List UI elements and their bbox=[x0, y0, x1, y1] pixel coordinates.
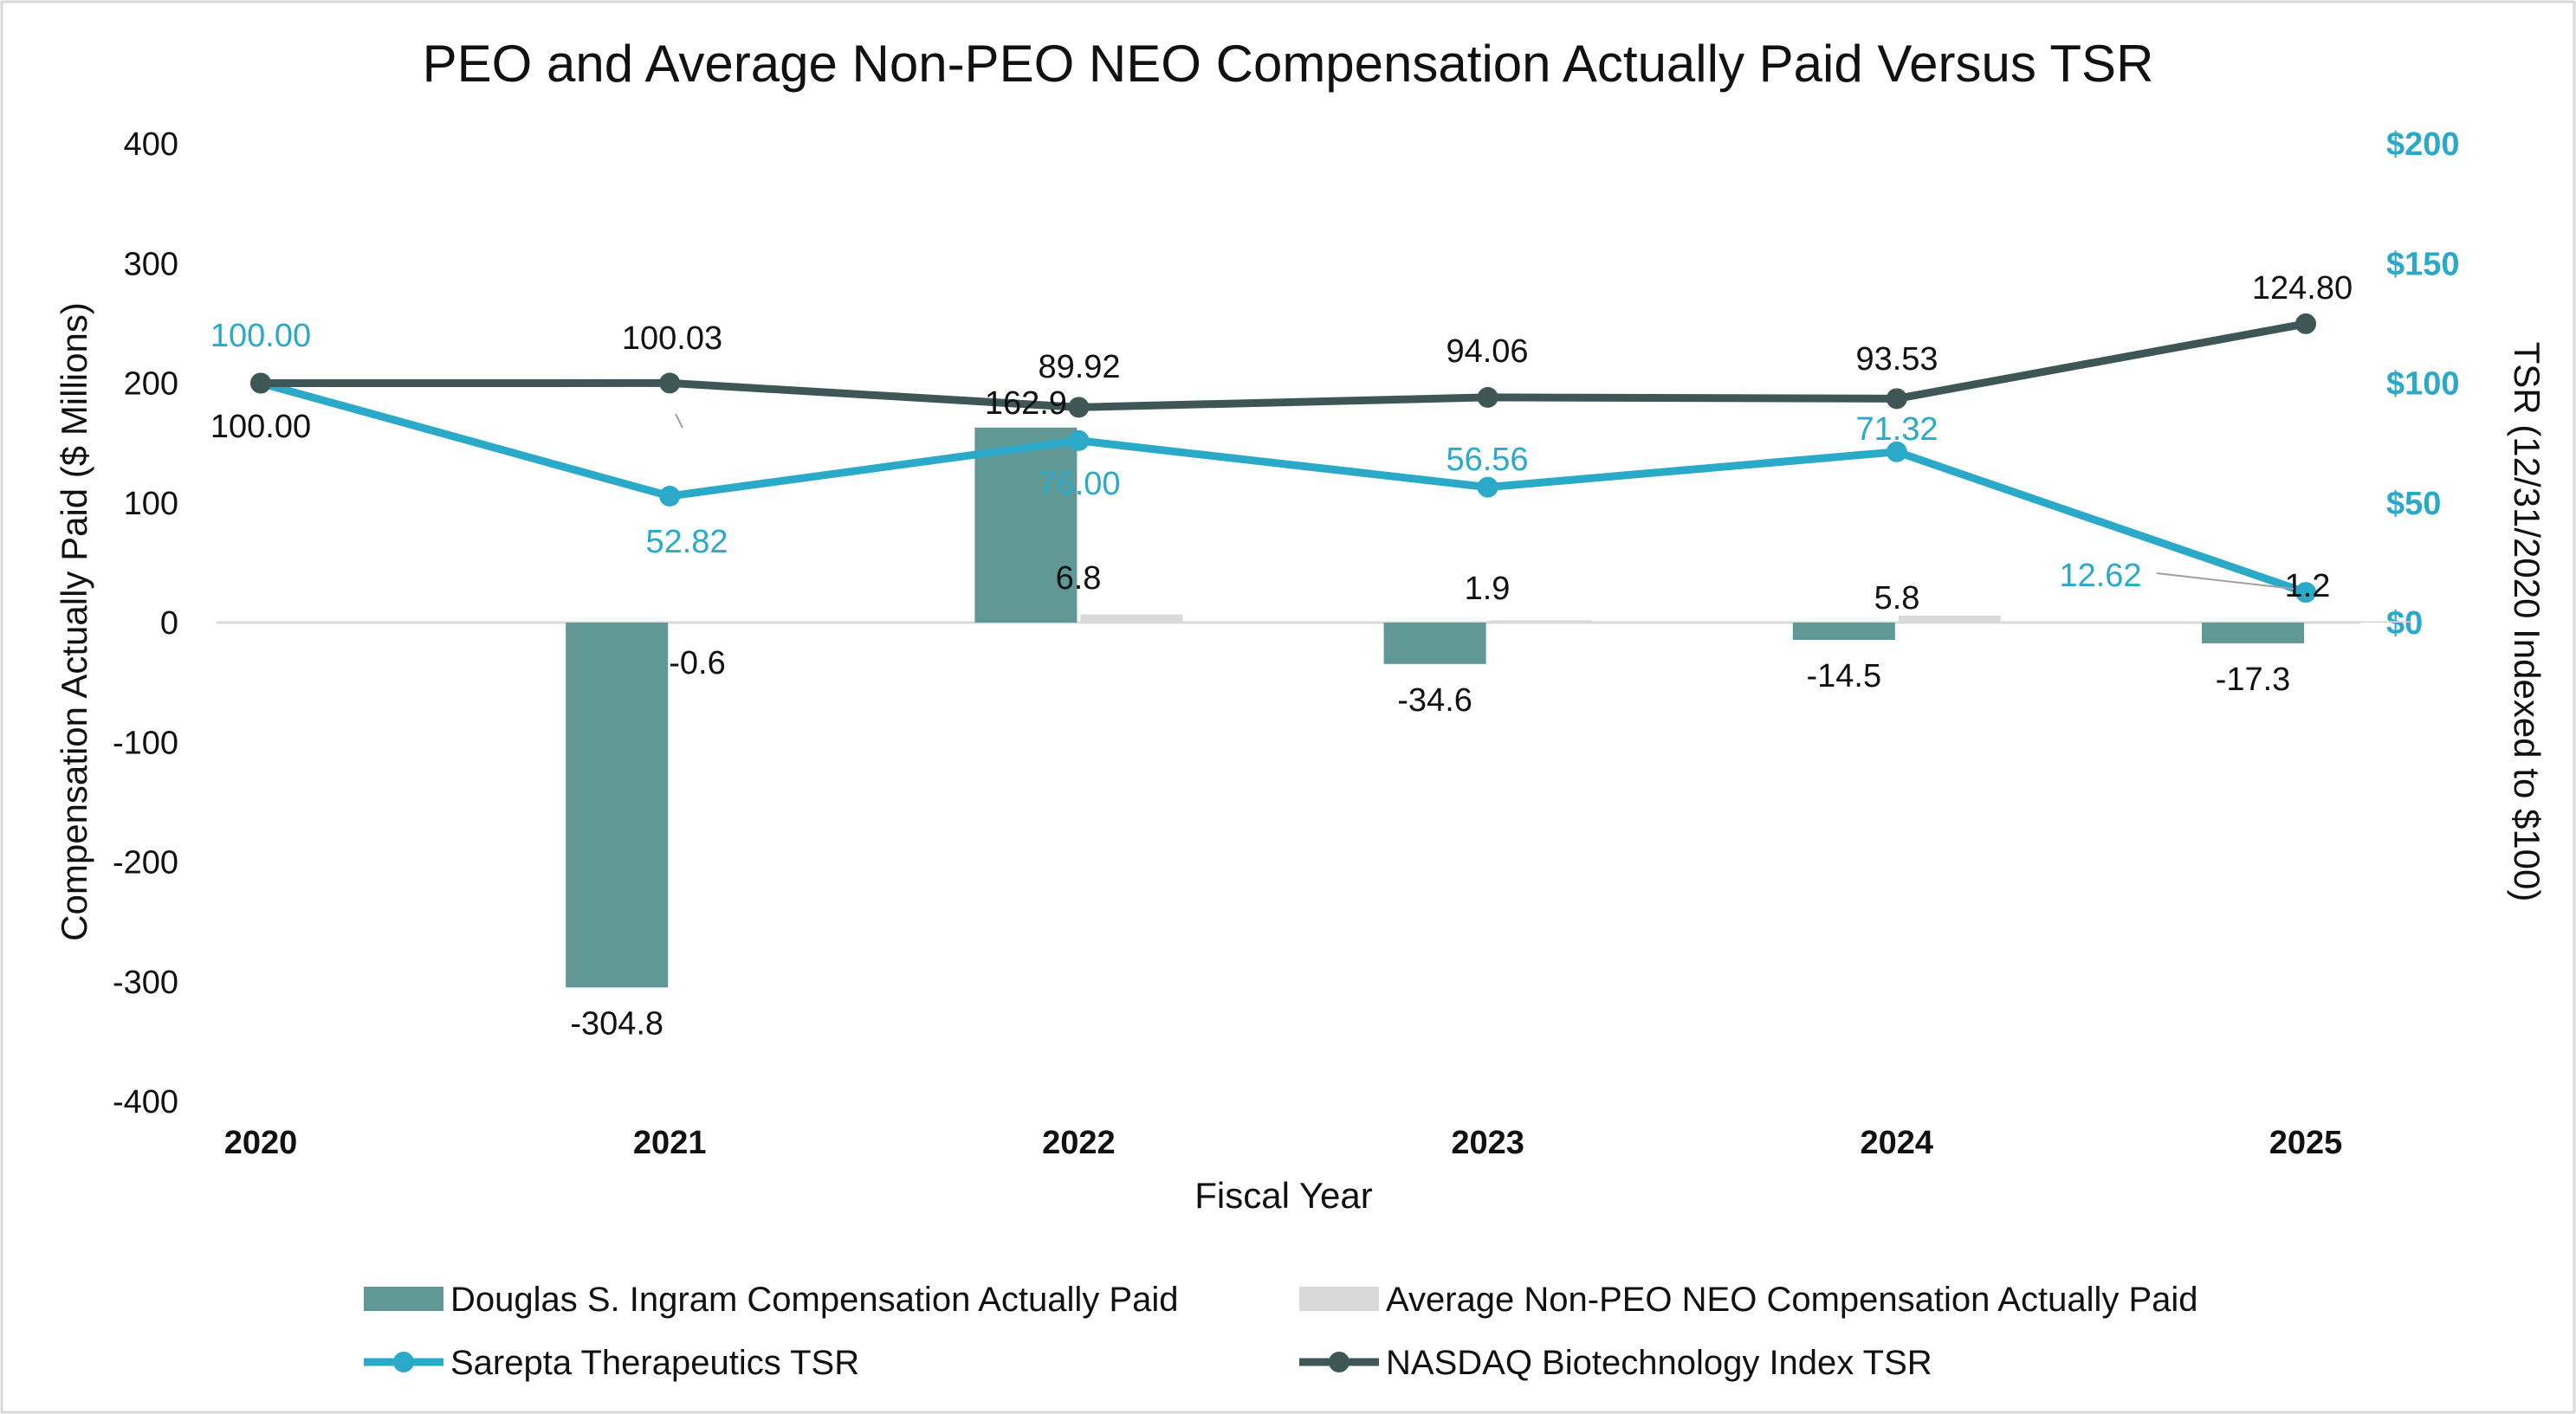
left-axis: 400 300 200 100 0 -100 -200 -300 -400 bbox=[113, 126, 178, 1120]
y2-tick-label: $200 bbox=[2386, 126, 2460, 163]
y-tick-label: 400 bbox=[124, 126, 178, 163]
x-tick-label: 2022 bbox=[1042, 1125, 1116, 1161]
sarepta-point bbox=[1886, 441, 1907, 462]
nasdaq-point bbox=[1068, 397, 1090, 418]
neo-bar-label: 6.8 bbox=[1056, 560, 1102, 597]
leader-line bbox=[2156, 572, 2294, 590]
sarepta-label: 52.82 bbox=[645, 524, 728, 560]
x-tick-label: 2020 bbox=[224, 1125, 298, 1161]
y-axis-title: Compensation Actually Paid ($ Millions) bbox=[54, 302, 94, 941]
legend-marker bbox=[1329, 1352, 1349, 1372]
legend: Douglas S. Ingram Compensation Actually … bbox=[364, 1281, 2198, 1382]
peo-bar-label: -34.6 bbox=[1397, 682, 1472, 719]
sarepta-line bbox=[256, 379, 2310, 597]
peo-bar bbox=[2202, 623, 2304, 643]
bar-series bbox=[566, 427, 2410, 988]
legend-label: NASDAQ Biotechnology Index TSR bbox=[1386, 1344, 1932, 1382]
sarepta-label: 56.56 bbox=[1446, 442, 1528, 478]
sarepta-point bbox=[2295, 582, 2316, 604]
y2-tick-label: $100 bbox=[2386, 366, 2460, 403]
peo-bar-label: -14.5 bbox=[1806, 658, 1881, 694]
nasdaq-label: 94.06 bbox=[1446, 333, 1528, 370]
y-tick-label: 100 bbox=[124, 486, 178, 522]
x-tick-label: 2021 bbox=[633, 1125, 707, 1161]
line-series bbox=[250, 313, 2316, 604]
nasdaq-point bbox=[659, 372, 681, 394]
data-labels: -304.8 162.9 -34.6 -14.5 -17.3 -0.6 6.8 1.9 5.8 1… bbox=[210, 270, 2353, 1042]
sarepta-point bbox=[1068, 429, 1090, 451]
neo-bar-label: 1.2 bbox=[2285, 568, 2331, 604]
nasdaq-line bbox=[256, 320, 2310, 411]
nasdaq-label: 100.00 bbox=[210, 409, 311, 445]
legend-swatch bbox=[1299, 1287, 1379, 1311]
peo-bar bbox=[566, 623, 669, 988]
leader-line bbox=[675, 413, 683, 429]
right-axis: $200 $150 $100 $50 $0 bbox=[2386, 126, 2460, 642]
nasdaq-label: 89.92 bbox=[1038, 349, 1120, 385]
y-tick-label: 200 bbox=[124, 366, 178, 403]
sarepta-label: 76.00 bbox=[1038, 466, 1120, 502]
neo-bar bbox=[1898, 615, 2001, 623]
x-axis: 2020 2021 2022 2023 2024 2025 bbox=[224, 1125, 2343, 1161]
y-tick-label: -400 bbox=[113, 1084, 178, 1120]
neo-bar bbox=[1489, 620, 1592, 623]
y-tick-label: 300 bbox=[124, 246, 178, 282]
x-tick-label: 2023 bbox=[1451, 1125, 1524, 1161]
y-tick-label: -100 bbox=[113, 725, 178, 761]
legend-label: Sarepta Therapeutics TSR bbox=[450, 1344, 859, 1382]
neo-bar-label: 5.8 bbox=[1874, 580, 1920, 617]
peo-bar-label: -17.3 bbox=[2216, 662, 2291, 698]
x-tick-label: 2024 bbox=[1861, 1125, 1934, 1161]
y-tick-label: 0 bbox=[160, 605, 178, 642]
neo-bar bbox=[671, 623, 774, 624]
nasdaq-point bbox=[2295, 313, 2316, 334]
nasdaq-label: 124.80 bbox=[2252, 270, 2353, 307]
peo-bar-label: 162.9 bbox=[985, 385, 1067, 422]
neo-bar bbox=[1080, 614, 1183, 623]
sarepta-label: 71.32 bbox=[1855, 411, 1938, 448]
nasdaq-point bbox=[1886, 388, 1907, 410]
x-tick-label: 2025 bbox=[2269, 1125, 2343, 1161]
y2-tick-label: $0 bbox=[2386, 605, 2423, 642]
legend-swatch bbox=[364, 1287, 443, 1311]
chart-title: PEO and Average Non-PEO NEO Compensation… bbox=[423, 35, 2154, 93]
nasdaq-point bbox=[1477, 386, 1498, 408]
nasdaq-point bbox=[250, 372, 271, 394]
y2-tick-label: $50 bbox=[2386, 486, 2441, 522]
neo-bar-label: -0.6 bbox=[669, 645, 725, 681]
y-tick-label: -200 bbox=[113, 845, 178, 881]
nasdaq-label: 100.03 bbox=[622, 320, 722, 357]
y-tick-label: -300 bbox=[113, 965, 178, 1001]
peo-bar bbox=[1792, 623, 1895, 641]
y2-axis-title: TSR (12/31/2020 Indexed to $100) bbox=[2507, 342, 2547, 902]
peo-bar bbox=[1383, 623, 1486, 664]
neo-bar-label: 1.9 bbox=[1465, 571, 1511, 607]
legend-label: Average Non-PEO NEO Compensation Actuall… bbox=[1386, 1281, 2198, 1319]
y2-tick-label: $150 bbox=[2386, 246, 2460, 282]
nasdaq-label: 93.53 bbox=[1855, 341, 1938, 378]
peo-bar-label: -304.8 bbox=[570, 1005, 663, 1042]
legend-label: Douglas S. Ingram Compensation Actually … bbox=[450, 1281, 1178, 1319]
x-axis-title: Fiscal Year bbox=[1194, 1175, 1372, 1216]
sarepta-label: 100.00 bbox=[210, 318, 311, 354]
sarepta-point bbox=[659, 485, 681, 507]
legend-marker bbox=[393, 1352, 414, 1372]
sarepta-label: 12.62 bbox=[2059, 558, 2141, 594]
sarepta-point bbox=[1477, 476, 1498, 498]
peo-bar bbox=[974, 427, 1078, 623]
neo-bar bbox=[2307, 621, 2410, 623]
